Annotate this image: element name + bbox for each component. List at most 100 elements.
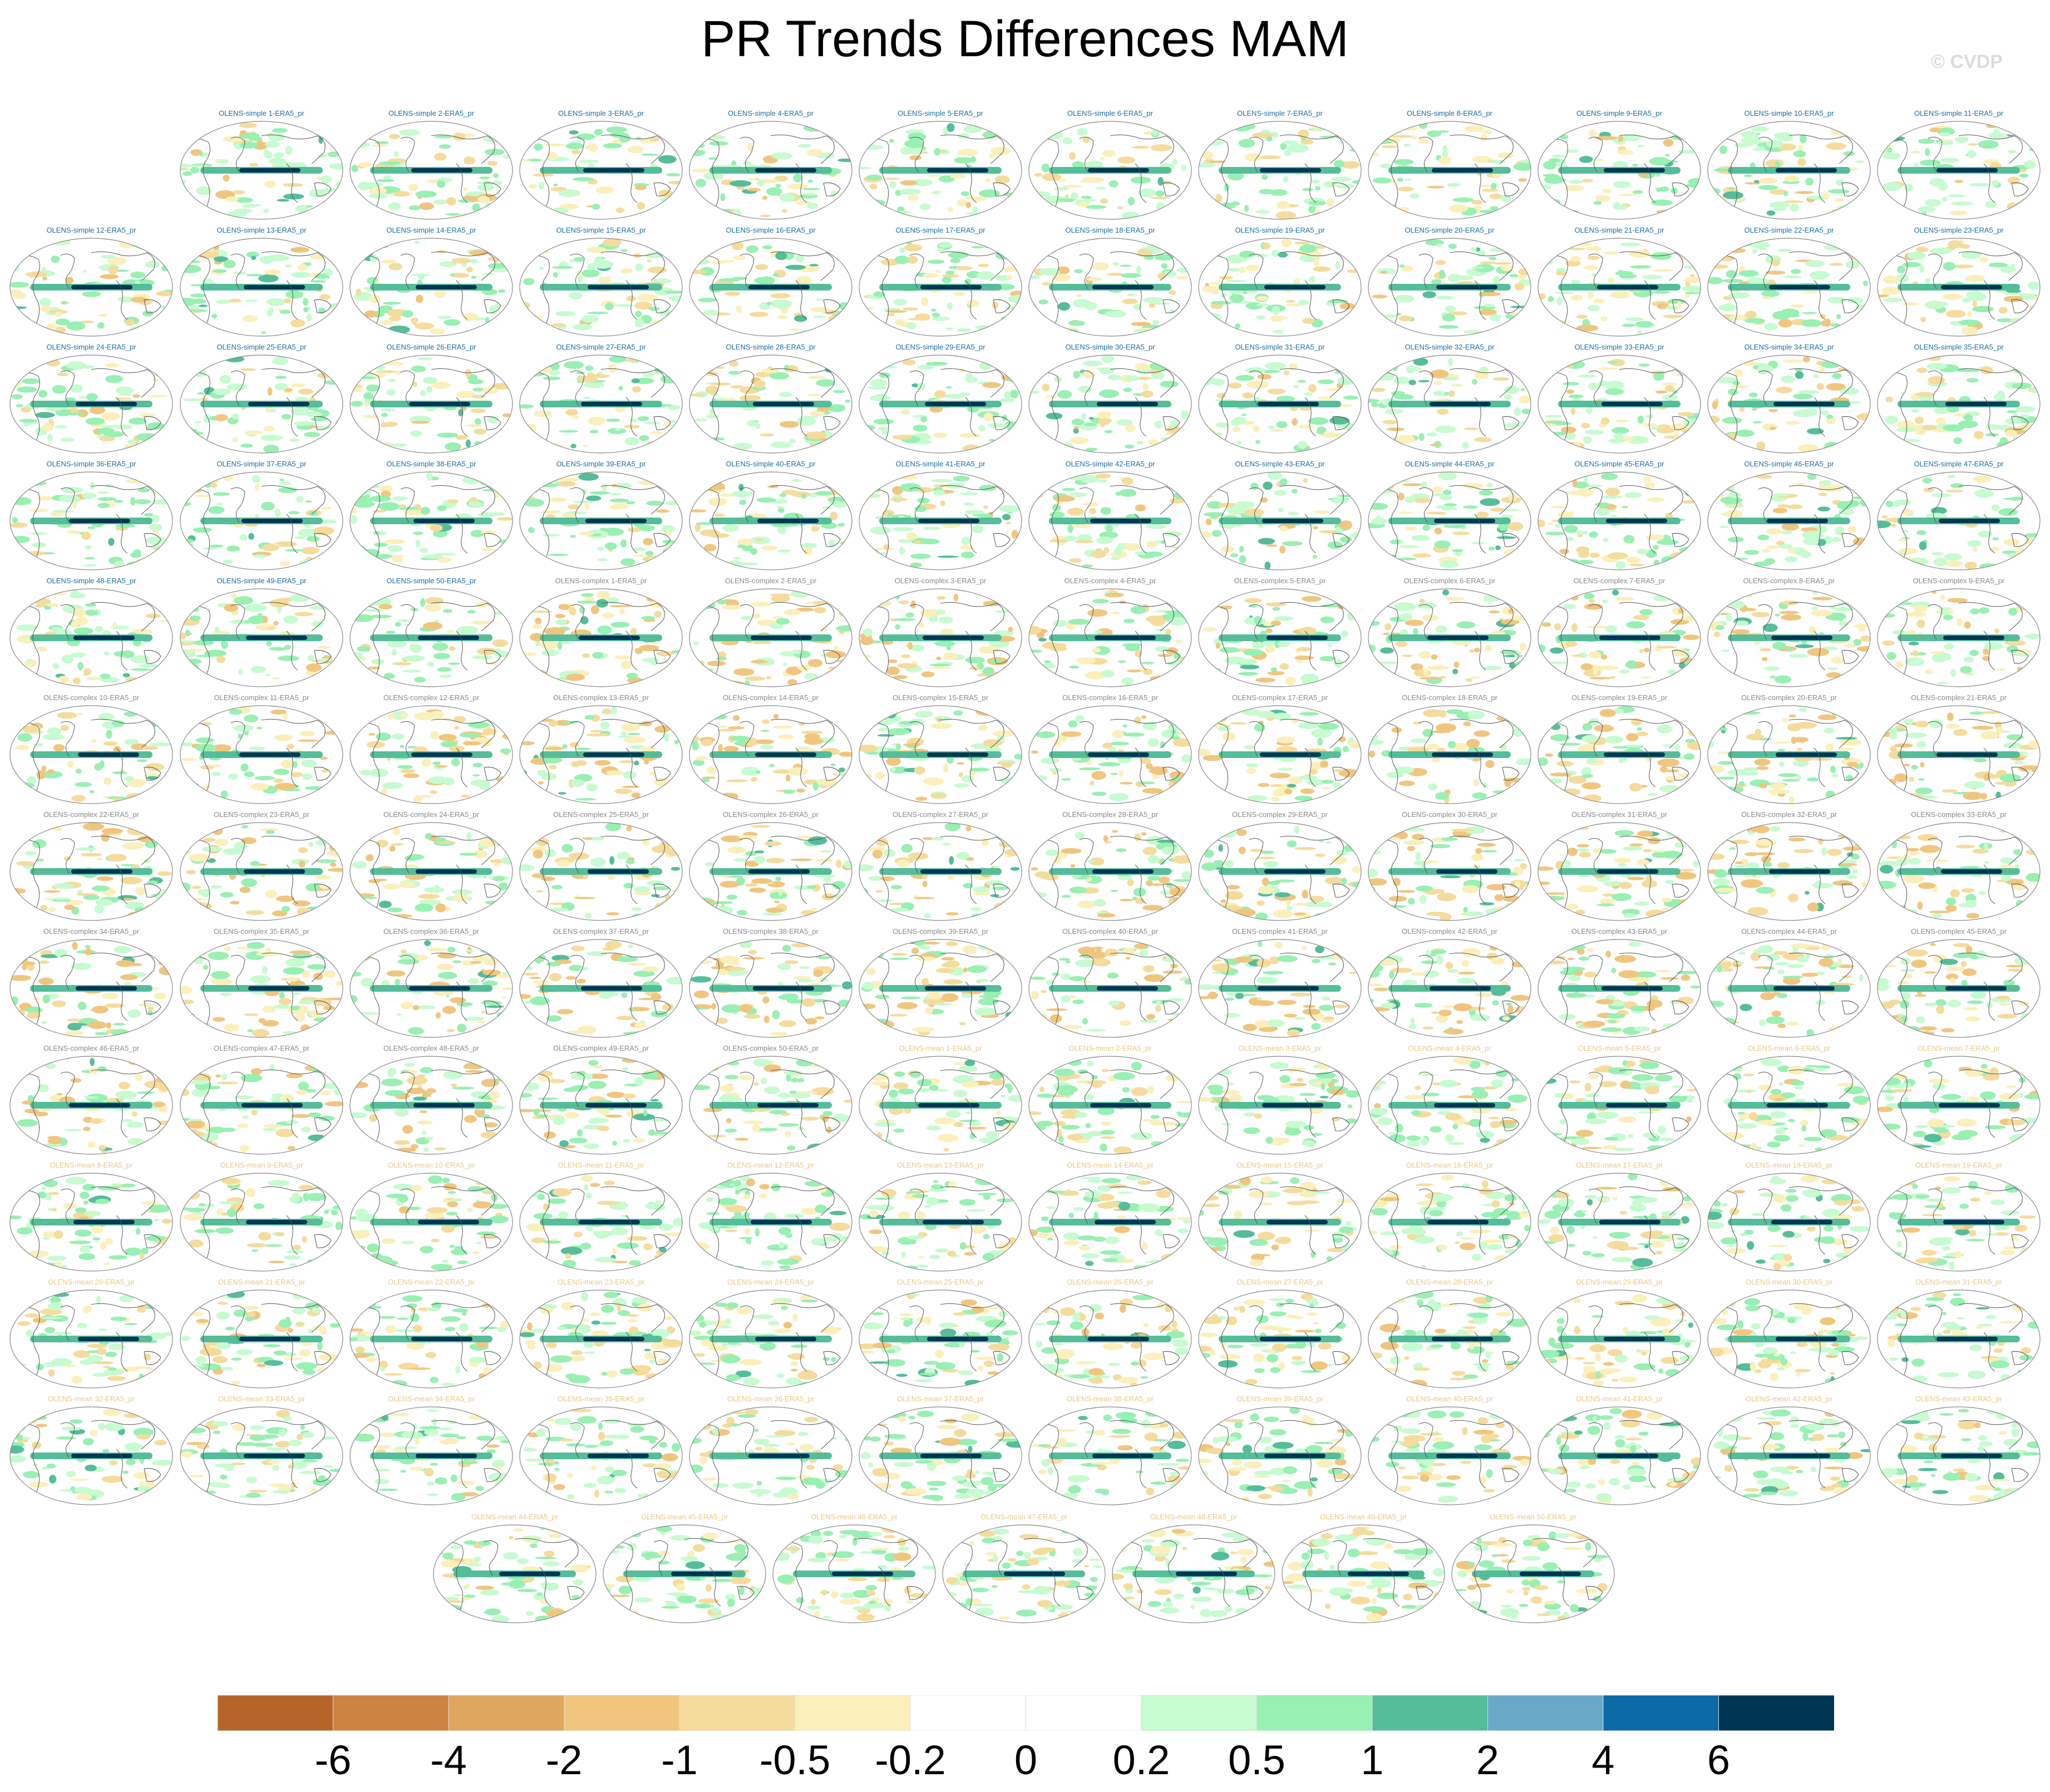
map-panel: OLENS-simple 30-ERA5_pr [1027,343,1194,455]
anomaly-patch [2024,160,2036,169]
anomaly-patch [945,386,952,389]
anomaly-patch [1408,380,1416,386]
anomaly-patch [10,282,29,288]
anomaly-patch [1892,630,1907,635]
anomaly-patch [1763,666,1780,671]
anomaly-patch [1004,391,1011,399]
anomaly-patch [1600,495,1623,499]
anomaly-patch [314,426,332,430]
anomaly-patch [240,763,249,772]
anomaly-patch [1169,309,1175,313]
anomaly-patch [542,757,563,764]
anomaly-patch [1077,202,1089,208]
anomaly-patch [910,562,922,568]
anomaly-patch [553,272,558,278]
anomaly-patch [1326,198,1334,207]
anomaly-patch [270,709,287,715]
anomaly-patch [2008,128,2020,131]
anomaly-patch [536,446,551,451]
anomaly-patch [778,508,785,513]
anomaly-patch [634,377,654,384]
anomaly-patch [274,383,288,391]
anomaly-patch [424,603,441,612]
anomaly-patch [98,436,116,441]
panel-label: OLENS-complex 11-ERA5_pr [214,693,309,702]
anomaly-patch [306,536,320,542]
anomaly-patch [1092,262,1109,270]
anomaly-patch [1572,479,1578,488]
anomaly-patch [964,278,972,285]
anomaly-patch [1769,201,1790,209]
anomaly-patch [917,498,930,504]
anomaly-patch [1779,611,1799,614]
anomaly-patch [412,320,417,325]
anomaly-patch [1497,523,1509,531]
anomaly-patch [1563,382,1579,386]
anomaly-patch [244,714,259,723]
anomaly-patch [523,278,535,285]
anomaly-patch [126,793,146,801]
anomaly-patch [464,156,475,165]
anomaly-patch [1961,326,1978,336]
anomaly-patch [127,715,135,717]
anomaly-patch [1157,654,1173,657]
anomaly-patch [1327,388,1341,391]
anomaly-patch [1238,658,1258,665]
anomaly-patch [1052,620,1067,627]
map-svg [1028,588,1192,687]
anomaly-patch [1714,168,1730,172]
anomaly-patch [1041,163,1049,173]
anomaly-patch [1843,151,1855,156]
map-border [349,705,513,804]
anomaly-patch [1644,482,1655,489]
anomaly-patch [1916,619,1925,628]
anomaly-patch [1761,290,1780,297]
anomaly-patch [86,677,102,681]
anomaly-patch [860,637,874,646]
anomaly-patch [721,605,743,610]
anomaly-patch [1588,382,1599,391]
anomaly-patch [983,412,994,421]
anomaly-patch [318,154,328,158]
anomaly-patch [928,174,940,178]
anomaly-patch [180,474,200,484]
anomaly-patch [697,126,706,130]
anomaly-patch [495,590,512,597]
panel-label: OLENS-simple 40-ERA5_pr [726,460,816,468]
anomaly-patch [1279,478,1288,486]
anomaly-patch [933,490,945,496]
anomaly-patch [1737,241,1752,247]
anomaly-patch [1263,481,1273,490]
anomaly-patch [50,593,66,595]
anomaly-patch [1199,601,1213,608]
anomaly-patch [1893,503,1900,507]
anomaly-patch [697,203,709,205]
anomaly-patch [748,178,756,181]
anomaly-patch [1792,393,1814,400]
anomaly-patch [58,676,70,683]
anomaly-patch [635,263,643,272]
anomaly-patch [273,152,284,158]
anomaly-patch [329,367,343,376]
anomaly-patch [1066,356,1072,361]
anomaly-patch [1228,382,1242,389]
anomaly-patch [290,407,309,416]
anomaly-patch [470,408,486,413]
anomaly-patch [1898,538,1908,541]
anomaly-patch [1489,611,1500,613]
anomaly-patch [1849,365,1867,370]
anomaly-patch [1081,412,1086,420]
anomaly-patch [746,245,758,253]
anomaly-patch [576,376,598,382]
anomaly-patch [1939,132,1952,137]
anomaly-patch [1031,560,1047,563]
anomaly-patch [418,273,425,280]
anomaly-patch [321,769,328,773]
anomaly-patch [1604,251,1619,255]
anomaly-patch [117,296,134,303]
anomaly-patch [884,178,900,180]
anomaly-patch [1248,605,1258,608]
anomaly-patch [77,662,83,671]
anomaly-patch [900,483,921,492]
map-border [519,588,683,687]
